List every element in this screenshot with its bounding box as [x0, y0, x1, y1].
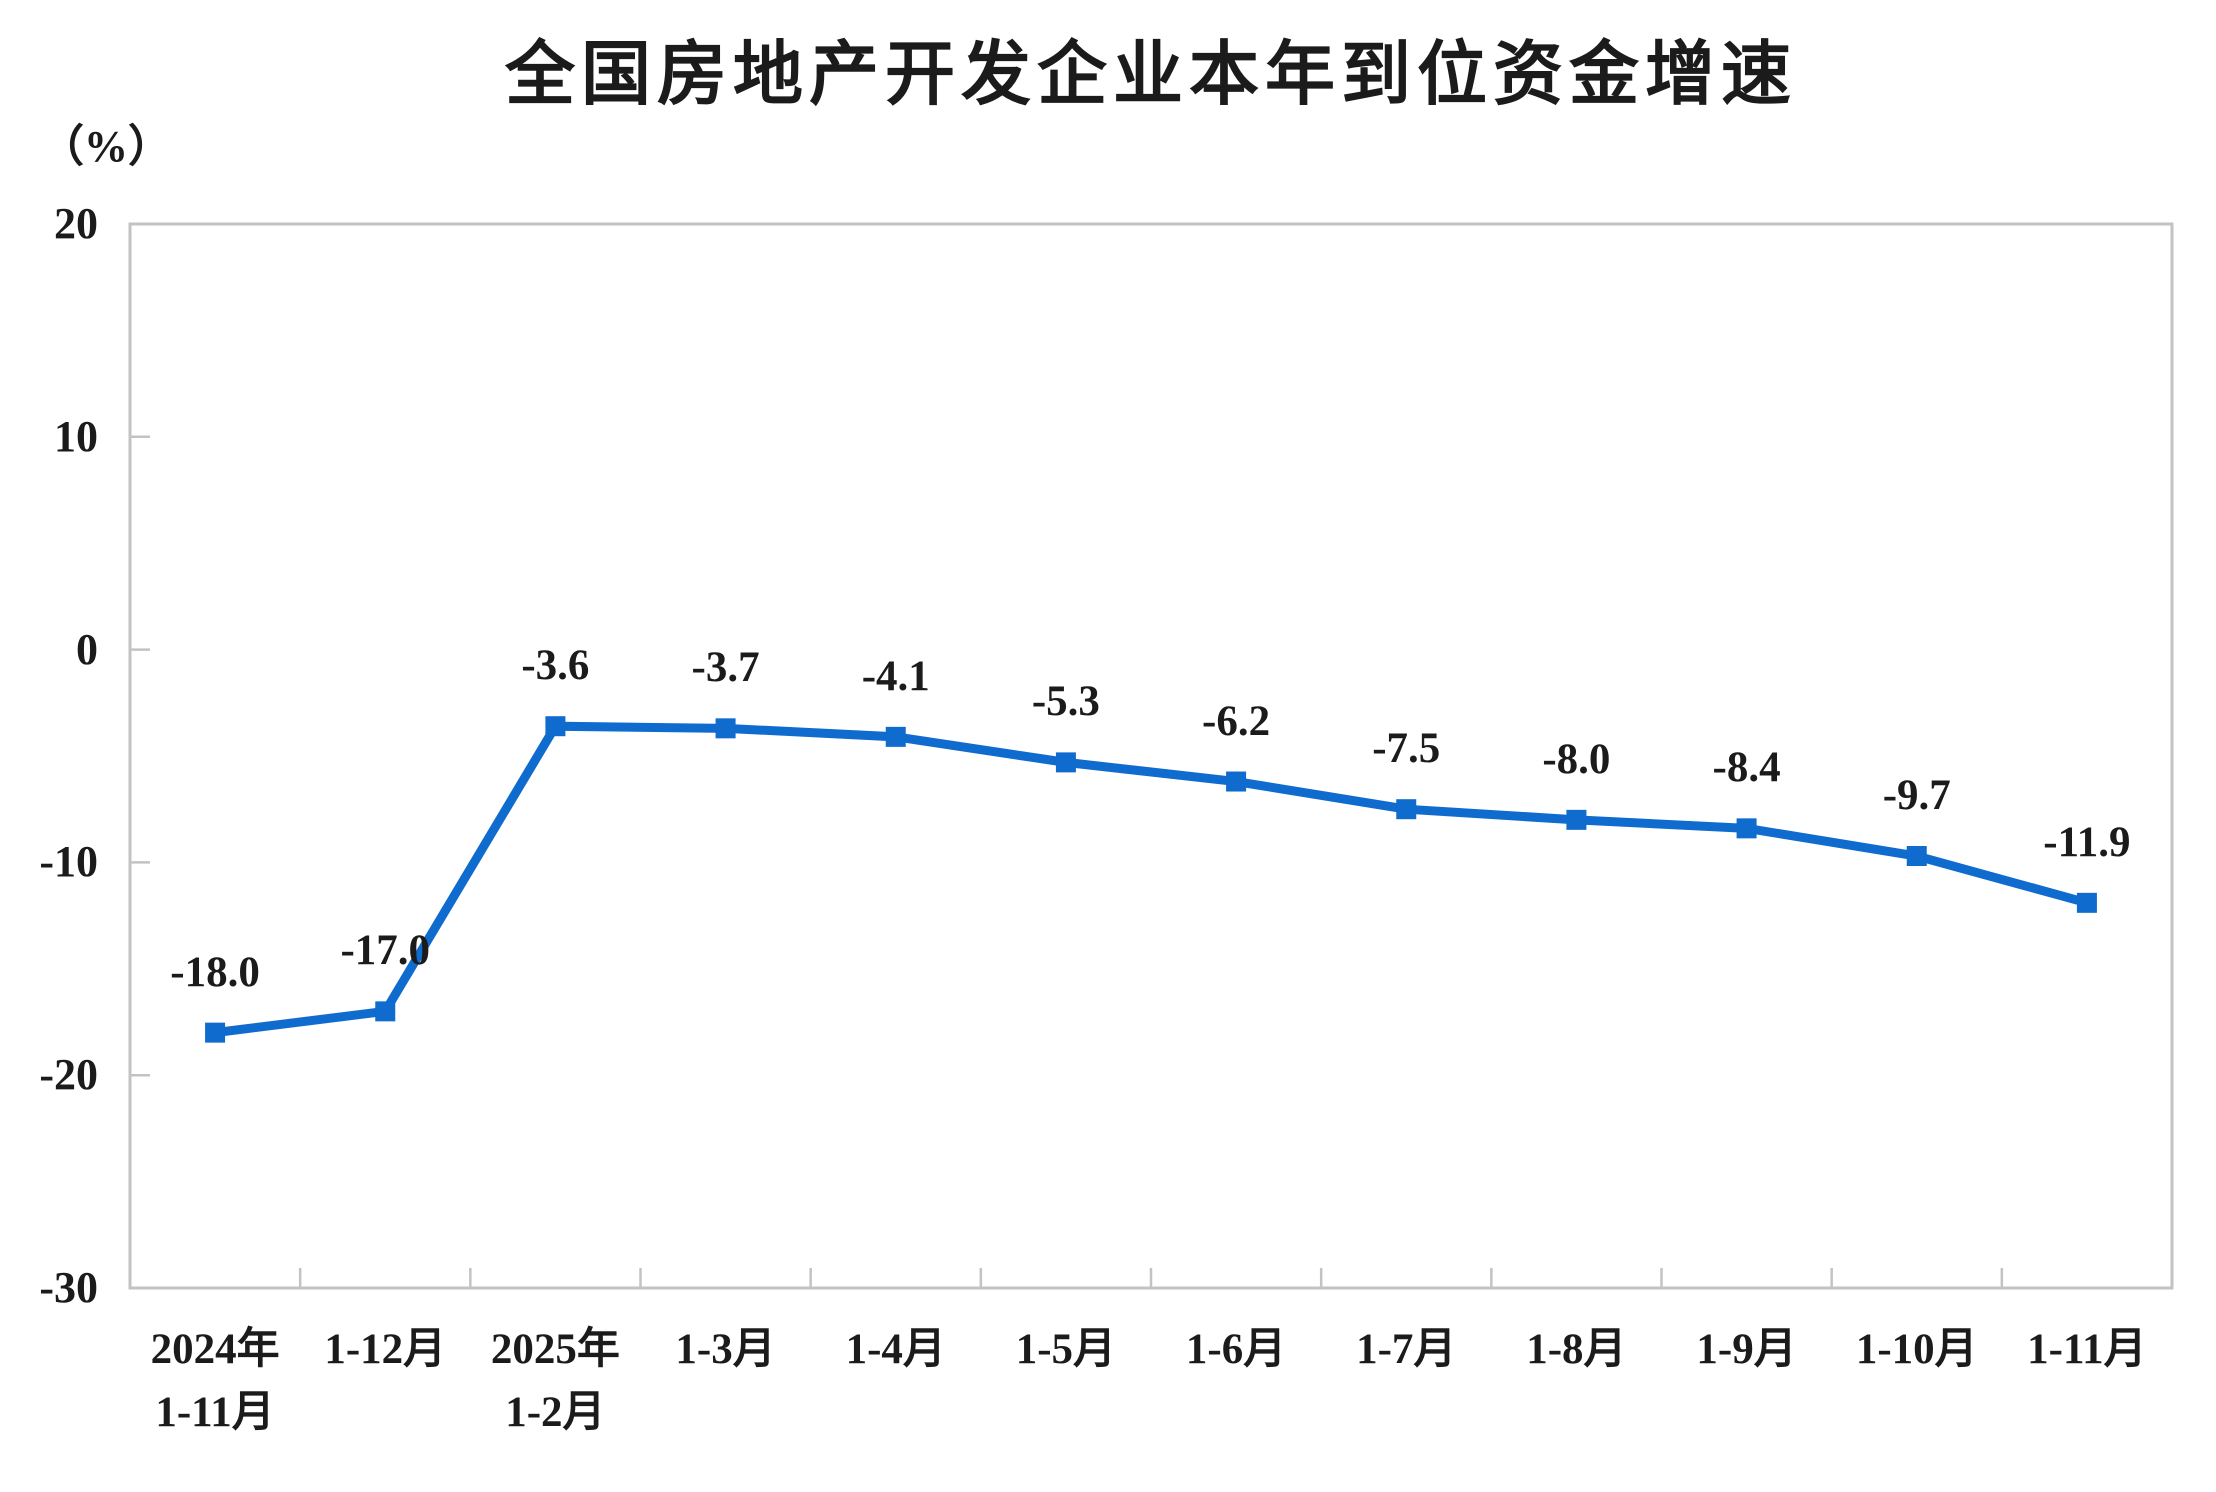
y-tick-label: -10	[39, 837, 98, 887]
x-tick-label: 2025年 1-2月	[490, 1326, 620, 1436]
data-point-label: -8.4	[1712, 744, 1781, 792]
x-tick-label: 1-3月	[675, 1326, 776, 1373]
x-tick-label: 1-11月	[2027, 1326, 2147, 1373]
data-point-marker	[375, 1001, 396, 1022]
data-point-label: -4.1	[861, 652, 930, 700]
data-point-label: -9.7	[1882, 772, 1951, 820]
data-point-label: -8.0	[1542, 735, 1611, 783]
data-point-label: -6.2	[1202, 697, 1271, 745]
y-tick-label: 0	[76, 624, 98, 674]
x-tick-label: 1-12月	[324, 1326, 447, 1373]
x-tick-label: 2024年 1-11月	[150, 1326, 280, 1436]
x-tick-label: 1-7月	[1356, 1326, 1457, 1373]
data-point-marker	[1736, 818, 1757, 839]
x-tick-label: 1-10月	[1855, 1326, 1978, 1373]
y-tick-label: -20	[39, 1050, 98, 1100]
y-axis-unit-label: （%）	[40, 122, 172, 171]
data-point-label: -7.5	[1372, 725, 1441, 773]
data-point-marker	[715, 718, 736, 739]
data-point-marker	[1226, 771, 1247, 792]
data-point-marker	[205, 1022, 226, 1043]
data-point-marker	[2076, 892, 2097, 913]
data-point-marker	[1566, 809, 1587, 830]
data-point-label: -18.0	[170, 948, 260, 996]
y-tick-label: 10	[54, 411, 98, 461]
data-point-label: -3.7	[691, 644, 760, 692]
data-point-marker	[1906, 846, 1927, 867]
data-point-label: -5.3	[1031, 678, 1100, 726]
data-point-marker	[1396, 799, 1417, 820]
x-tick-label: 1-5月	[1015, 1326, 1117, 1373]
data-series-line	[210, 721, 2092, 1038]
x-tick-label: 1-9月	[1696, 1326, 1797, 1373]
chart-title: 全国房地产开发企业本年到位资金增速	[505, 35, 1797, 113]
data-point-marker	[885, 726, 906, 747]
y-tick-label: 20	[54, 199, 98, 248]
data-point-label: -3.6	[521, 642, 590, 690]
x-tick-label: 1-4月	[845, 1326, 946, 1373]
y-tick-label: -30	[39, 1263, 98, 1312]
data-point-label: -17.0	[340, 927, 431, 975]
data-point-marker	[545, 716, 566, 737]
x-tick-label: 1-6月	[1185, 1326, 1287, 1373]
data-point-marker	[1055, 752, 1076, 773]
data-point-label: -11.9	[2043, 818, 2131, 866]
x-tick-label: 1-8月	[1526, 1326, 1627, 1373]
